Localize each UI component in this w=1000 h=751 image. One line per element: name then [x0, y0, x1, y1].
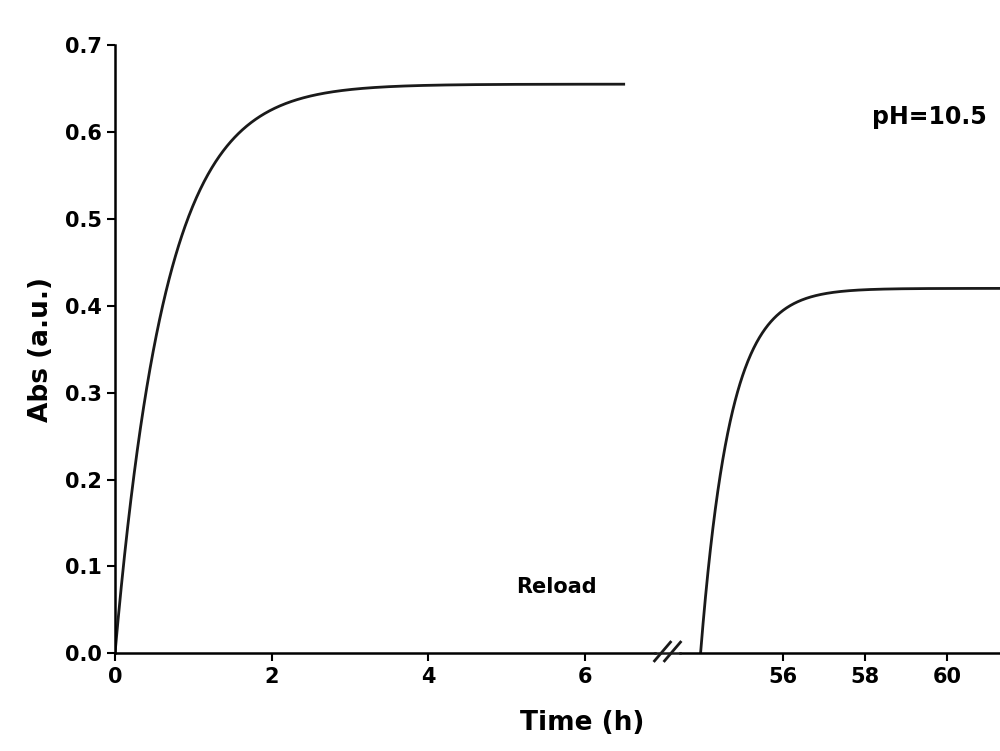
Text: Time (h): Time (h) [520, 710, 645, 736]
Y-axis label: Abs (a.u.): Abs (a.u.) [28, 276, 54, 422]
Text: pH=10.5: pH=10.5 [872, 105, 987, 129]
Text: Reload: Reload [516, 577, 596, 597]
